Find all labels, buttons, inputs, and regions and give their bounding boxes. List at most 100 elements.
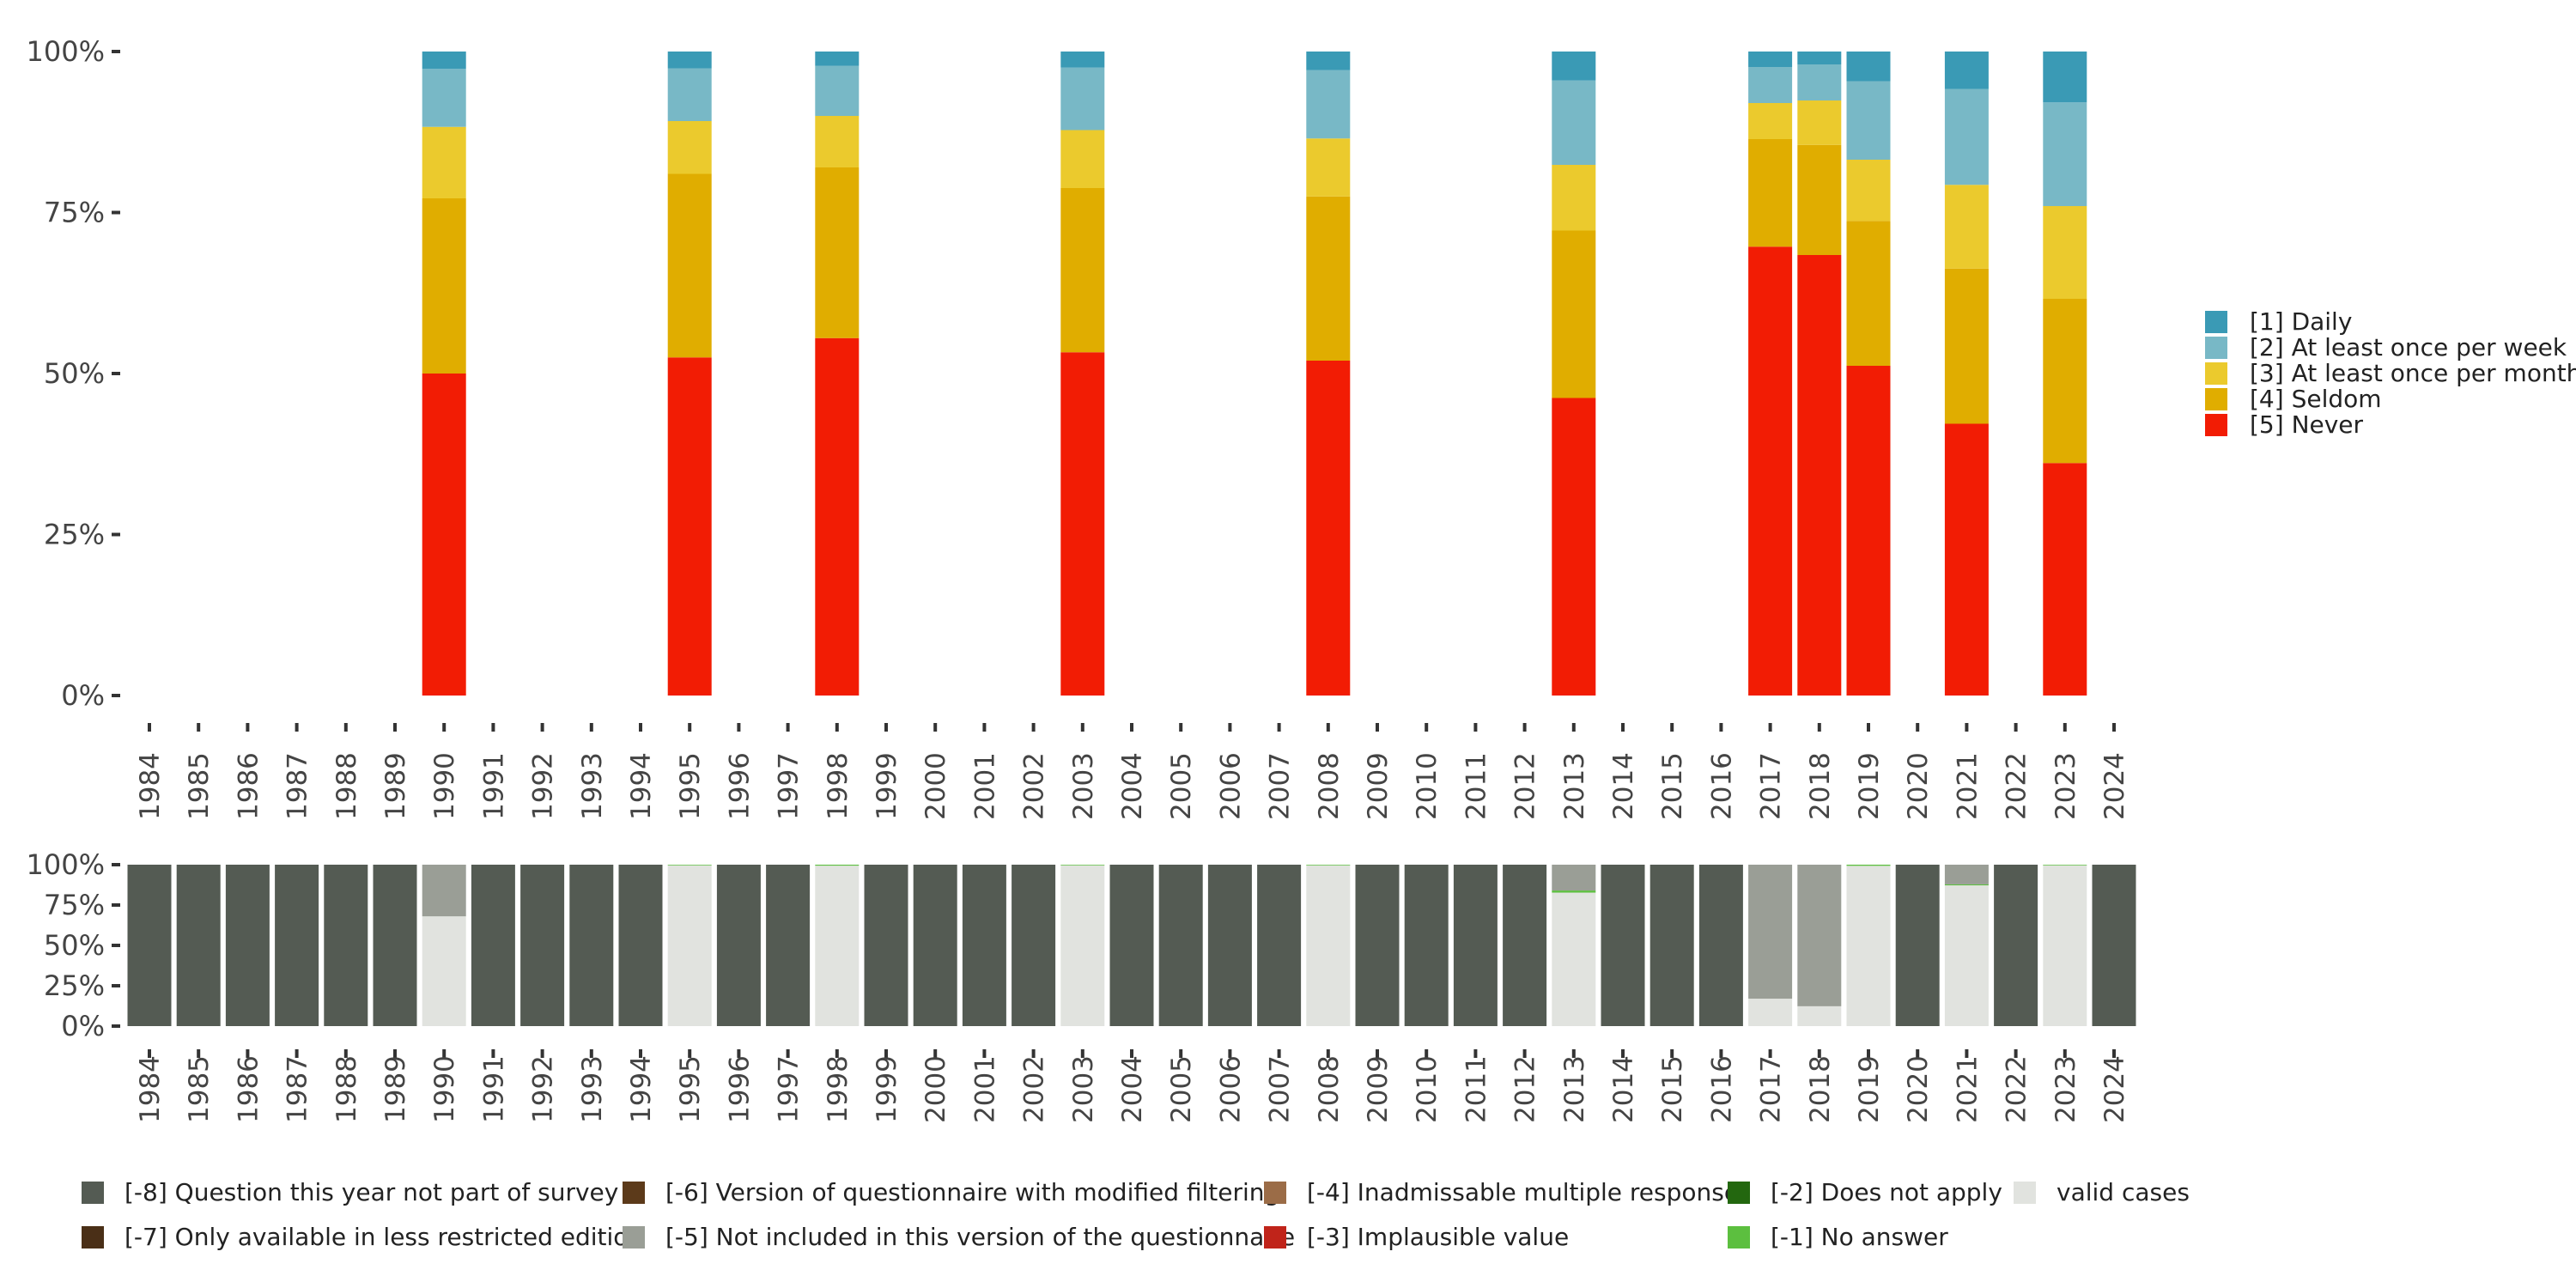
- bar-segment: [1944, 885, 1989, 1026]
- x-tick-label: 2003: [1068, 1055, 1099, 1123]
- bar-segment: [1994, 865, 2038, 1026]
- x-tick-label: 1984: [135, 752, 166, 820]
- bar-segment: [815, 167, 860, 338]
- bar-segment: [716, 865, 761, 1026]
- x-tick-label: 2002: [1019, 1055, 1050, 1123]
- y-tick-label: 75%: [44, 889, 105, 921]
- bar-segment: [1404, 865, 1449, 1026]
- y-tick-label: 25%: [44, 969, 105, 1002]
- y-tick-label: 100%: [27, 35, 105, 68]
- x-tick-label: 1998: [823, 1055, 854, 1123]
- x-tick-label: 2019: [1854, 752, 1885, 820]
- x-tick-label: 2012: [1510, 752, 1541, 820]
- x-tick-label: 1999: [872, 1055, 902, 1123]
- bar-segment: [1306, 865, 1351, 1026]
- x-tick-label: 2005: [1166, 752, 1197, 820]
- legend-label: [4] Seldom: [2250, 385, 2382, 413]
- bar-segment: [1797, 865, 1842, 1006]
- x-tick-label: 2010: [1412, 1055, 1443, 1123]
- bar-segment: [1944, 52, 1989, 89]
- x-tick-label: 1986: [233, 752, 264, 820]
- x-tick-label: 2010: [1412, 752, 1443, 820]
- x-tick-label: 1988: [331, 1055, 362, 1123]
- bar-segment: [815, 116, 860, 167]
- bar-segment: [1748, 67, 1793, 103]
- bar-segment: [667, 68, 712, 121]
- legend-swatch: [2205, 337, 2227, 359]
- bar-segment: [422, 126, 466, 198]
- bar-segment: [1748, 865, 1793, 999]
- x-tick-label: 1994: [626, 1055, 657, 1123]
- x-tick-label: 2023: [2050, 752, 2081, 820]
- x-tick-label: 1999: [872, 752, 902, 820]
- bar-segment: [1944, 88, 1989, 185]
- bar-segment: [1060, 52, 1105, 68]
- bar-segment: [127, 865, 172, 1026]
- bar-segment: [1060, 67, 1105, 131]
- bar-segment: [2043, 865, 2087, 866]
- x-tick-label: 2020: [1903, 752, 1934, 820]
- bar-segment: [1158, 865, 1203, 1026]
- bar-segment: [667, 121, 712, 174]
- bar-segment: [1797, 64, 1842, 100]
- bar-segment: [1207, 865, 1252, 1026]
- x-tick-label: 2009: [1363, 1055, 1394, 1123]
- x-tick-label: 2013: [1559, 752, 1590, 820]
- bar-segment: [422, 865, 466, 917]
- x-tick-label: 2003: [1068, 752, 1099, 820]
- legend-swatch: [2205, 362, 2227, 385]
- bar-segment: [766, 865, 811, 1026]
- bar-segment: [2092, 865, 2136, 1026]
- bar-segment: [815, 65, 860, 116]
- x-tick-label: 2001: [969, 1055, 1000, 1123]
- bar-segment: [520, 865, 565, 1026]
- legend-label: [-6] Version of questionnaire with modif…: [665, 1178, 1279, 1206]
- legend-label: [-8] Question this year not part of surv…: [125, 1178, 618, 1206]
- bar-segment: [176, 865, 221, 1026]
- legend-swatch: [1728, 1226, 1750, 1249]
- bar-segment: [2043, 463, 2087, 696]
- x-tick-label: 1993: [577, 752, 608, 820]
- x-tick-label: 2015: [1657, 1055, 1688, 1123]
- x-tick-label: 2004: [1117, 1055, 1148, 1123]
- x-tick-label: 1991: [478, 752, 509, 820]
- bottom-legend: [-8] Question this year not part of surv…: [82, 1178, 2190, 1251]
- bar-segment: [1552, 398, 1596, 696]
- x-tick-label: 2024: [2099, 1055, 2130, 1123]
- x-tick-label: 2014: [1608, 1055, 1639, 1123]
- bar-segment: [1748, 139, 1793, 247]
- x-tick-label: 1990: [429, 752, 460, 820]
- x-tick-label: 2015: [1657, 752, 1688, 820]
- bar-segment: [1846, 866, 1891, 1026]
- top-legend: [1] Daily[2] At least once per week[3] A…: [2205, 307, 2576, 439]
- legend-label: [-3] Implausible value: [1307, 1223, 1569, 1251]
- x-tick-label: 2012: [1510, 1055, 1541, 1123]
- x-tick-label: 1995: [675, 1055, 706, 1123]
- bar-segment: [815, 865, 860, 866]
- x-tick-label: 2001: [969, 752, 1000, 820]
- x-tick-label: 2007: [1265, 752, 1296, 820]
- bar-segment: [1797, 144, 1842, 255]
- legend-swatch: [623, 1226, 645, 1249]
- bar-segment: [2043, 102, 2087, 206]
- bar-segment: [1846, 81, 1891, 160]
- bar-segment: [1552, 865, 1596, 891]
- bar-segment: [1944, 268, 1989, 424]
- bar-segment: [1060, 352, 1105, 696]
- x-tick-label: 2017: [1756, 1055, 1787, 1123]
- bar-segment: [1846, 52, 1891, 82]
- bar-segment: [1846, 366, 1891, 696]
- bar-segment: [422, 69, 466, 127]
- x-tick-label: 1992: [528, 752, 559, 820]
- bar-segment: [1306, 361, 1351, 696]
- bar-segment: [1649, 865, 1694, 1026]
- bar-segment: [1306, 70, 1351, 139]
- x-tick-label: 2019: [1854, 1055, 1885, 1123]
- bar-segment: [569, 865, 614, 1026]
- bar-segment: [2043, 52, 2087, 103]
- legend-label: [-1] No answer: [1771, 1223, 1948, 1251]
- bar-segment: [667, 173, 712, 358]
- bar-segment: [667, 52, 712, 69]
- x-tick-label: 2016: [1706, 752, 1737, 820]
